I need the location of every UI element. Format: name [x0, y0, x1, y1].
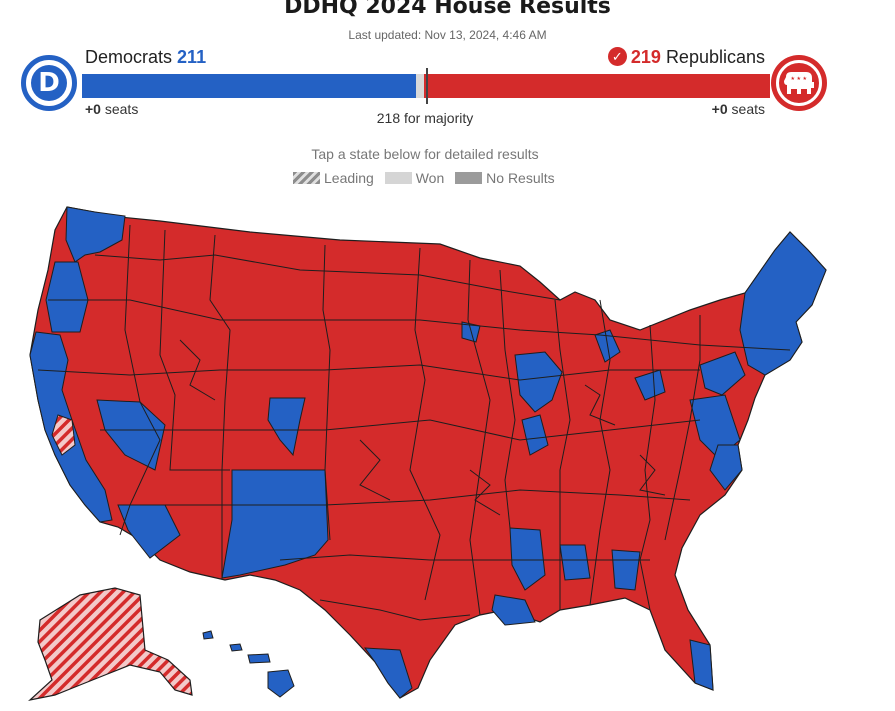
- texas-border[interactable]: [363, 647, 413, 699]
- republican-bar-fill: [423, 74, 770, 98]
- democrat-districts[interactable]: [29, 206, 827, 699]
- georgia-south[interactable]: [611, 549, 641, 591]
- democrat-delta-suffix: seats: [104, 101, 139, 117]
- no-results-swatch: [455, 172, 483, 184]
- mississippi-delta[interactable]: [509, 527, 546, 591]
- republicans-label: Republicans: [665, 47, 765, 67]
- north-carolina-east[interactable]: [709, 444, 743, 491]
- svg-text:★: ★: [797, 76, 802, 82]
- ohio-cleveland[interactable]: [634, 369, 666, 401]
- illinois-south[interactable]: [521, 414, 549, 456]
- leading-swatch: [293, 172, 320, 184]
- democrats-tally: Democrats 211: [85, 47, 206, 68]
- colorado-front-range[interactable]: [267, 397, 306, 457]
- new-england[interactable]: [739, 231, 827, 376]
- democrat-logo-letter: D: [31, 65, 67, 101]
- new-mexico[interactable]: [221, 469, 329, 579]
- map-legend: Leading Won No Results: [293, 170, 562, 186]
- washington-west[interactable]: [65, 206, 126, 263]
- page-title: DDHQ 2024 House Results: [284, 0, 611, 19]
- republicans-seat-count: 219: [630, 47, 661, 67]
- democrat-seat-change: +0 seats: [85, 101, 138, 117]
- legend-leading: Leading: [293, 170, 374, 186]
- chicago[interactable]: [514, 351, 563, 413]
- map-instructions: Tap a state below for detailed results: [311, 146, 539, 162]
- democrats-seat-count: 211: [177, 47, 207, 67]
- california-leading-district[interactable]: [51, 414, 76, 456]
- alabama-black-belt[interactable]: [559, 544, 591, 581]
- florida-south[interactable]: [689, 639, 714, 691]
- oregon-coast[interactable]: [45, 261, 89, 333]
- legend-won-label: Won: [415, 170, 445, 186]
- democrats-label: Democrats: [85, 47, 173, 67]
- republican-delta-suffix: seats: [731, 101, 765, 117]
- democrat-delta-value: +0: [85, 101, 101, 117]
- arizona-south[interactable]: [117, 504, 181, 559]
- elephant-shape: ★ ★ ★: [784, 72, 814, 94]
- democrat-bar-fill: [82, 74, 416, 98]
- majority-marker: [426, 68, 428, 104]
- legend-no-results: No Results: [455, 170, 555, 186]
- last-updated: Last updated: Nov 13, 2024, 4:46 AM: [348, 28, 547, 42]
- house-results-map[interactable]: [0, 195, 895, 711]
- seat-progress-bar: [82, 68, 770, 104]
- check-circle-icon: ✓: [607, 47, 627, 66]
- republican-elephant-icon: ★ ★ ★: [771, 55, 827, 111]
- democrat-logo-icon: D: [21, 55, 77, 111]
- majority-label: 218 for majority: [376, 110, 474, 126]
- district-boundaries: [37, 224, 791, 621]
- svg-text:★: ★: [791, 76, 796, 82]
- alaska[interactable]: [27, 587, 193, 702]
- pennsylvania-philly[interactable]: [699, 351, 746, 396]
- won-swatch: [384, 172, 412, 184]
- republican-seat-change: +0 seats: [712, 101, 765, 117]
- republicans-tally: ✓ 219 Republicans: [607, 47, 765, 68]
- legend-leading-label: Leading: [324, 170, 374, 186]
- hawaii[interactable]: [202, 630, 295, 698]
- louisiana-new-orleans[interactable]: [491, 594, 536, 626]
- legend-won: Won: [384, 170, 445, 186]
- republican-delta-value: +0: [711, 101, 728, 117]
- legend-no-results-label: No Results: [486, 170, 555, 186]
- svg-text:★: ★: [803, 76, 808, 82]
